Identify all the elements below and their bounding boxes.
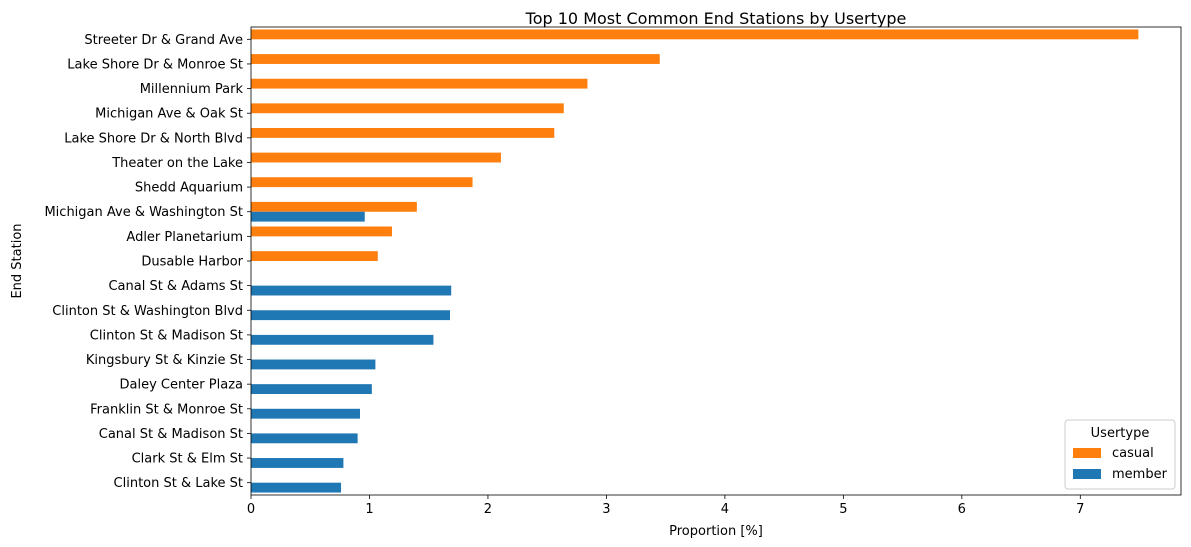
y-tick-label: Canal St & Madison St bbox=[99, 427, 243, 442]
y-axis-label: End Station bbox=[10, 223, 25, 298]
x-axis-label: Proportion [%] bbox=[669, 524, 763, 539]
x-tick-label: 2 bbox=[484, 502, 492, 517]
plot-frame bbox=[250, 26, 1182, 496]
y-tick-labels: Streeter Dr & Grand Ave Lake Shore Dr & M… bbox=[44, 33, 251, 491]
bar-casual-dusable-harbor bbox=[251, 251, 378, 261]
bar-casual-streeter-dr-grand-ave bbox=[251, 29, 1139, 40]
x-tick-label: 6 bbox=[958, 502, 966, 517]
bar-casual-shedd-aquarium bbox=[251, 177, 473, 188]
y-tick-label: Millennium Park bbox=[140, 82, 244, 97]
x-tick-label: 5 bbox=[839, 502, 847, 517]
y-tick-label: Clark St & Elm St bbox=[132, 452, 243, 467]
bar-member-michigan-ave-washington-st bbox=[251, 211, 365, 222]
bar-casual-lake-shore-dr-north-blvd bbox=[251, 127, 555, 138]
chart-title: Top 10 Most Common End Stations by Usert… bbox=[525, 9, 907, 28]
legend-swatch-casual bbox=[1073, 448, 1101, 458]
x-tick-label: 4 bbox=[721, 502, 729, 517]
y-tick-label: Dusable Harbor bbox=[141, 255, 243, 270]
bars-group bbox=[251, 29, 1139, 493]
y-tick-label: Clinton St & Lake St bbox=[114, 476, 243, 491]
y-tick-label: Streeter Dr & Grand Ave bbox=[84, 33, 243, 48]
bar-casual-adler-planetarium bbox=[251, 226, 392, 237]
legend-swatch-member bbox=[1073, 469, 1101, 479]
bar-member-canal-st-madison-st bbox=[251, 433, 358, 444]
y-tick-label: Shedd Aquarium bbox=[135, 181, 243, 196]
y-tick-label: Kingsbury St & Kinzie St bbox=[86, 353, 243, 368]
bar-member-clinton-st-lake-st bbox=[251, 482, 342, 493]
bar-member-kingsbury-st-kinzie-st bbox=[251, 359, 376, 370]
y-tick-label: Clinton St & Madison St bbox=[90, 328, 243, 343]
y-tick-label: Michigan Ave & Oak St bbox=[95, 107, 243, 122]
legend-label-member: member bbox=[1112, 467, 1168, 482]
bar-casual-lake-shore-dr-monroe-st bbox=[251, 54, 660, 64]
x-tick-label: 0 bbox=[247, 502, 255, 517]
legend-title: Usertype bbox=[1091, 426, 1150, 441]
legend-label-casual: casual bbox=[1112, 446, 1154, 461]
x-tick-label: 1 bbox=[365, 502, 373, 517]
x-tick-label: 7 bbox=[1076, 502, 1084, 517]
x-tick-label: 3 bbox=[602, 502, 610, 517]
bar-casual-theater-on-the-lake bbox=[251, 152, 501, 163]
bar-member-clinton-st-washington-blvd bbox=[251, 310, 451, 321]
bar-casual-michigan-ave-oak-st bbox=[251, 103, 564, 114]
y-tick-label: Daley Center Plaza bbox=[119, 378, 243, 393]
y-tick-label: Lake Shore Dr & Monroe St bbox=[67, 57, 243, 72]
y-tick-label: Adler Planetarium bbox=[126, 230, 243, 245]
bar-member-clark-st-elm-st bbox=[251, 458, 344, 468]
bar-casual-millennium-park bbox=[251, 78, 588, 89]
bar-member-clinton-st-madison-st bbox=[251, 334, 434, 345]
y-tick-label: Michigan Ave & Washington St bbox=[44, 205, 243, 220]
bar-member-franklin-st-monroe-st bbox=[251, 408, 360, 419]
y-tick-label: Canal St & Adams St bbox=[108, 279, 243, 294]
y-tick-label: Lake Shore Dr & North Blvd bbox=[64, 131, 243, 146]
bar-casual-michigan-ave-washington-st bbox=[251, 201, 417, 212]
bar-member-canal-st-adams-st bbox=[251, 285, 452, 296]
y-tick-label: Clinton St & Washington Blvd bbox=[52, 304, 243, 319]
legend: Usertype casual member bbox=[1064, 419, 1176, 490]
bar-member-daley-center-plaza bbox=[251, 384, 372, 395]
x-tick-labels: 0 1 2 3 4 5 6 7 bbox=[247, 495, 1084, 517]
y-tick-label: Theater on the Lake bbox=[111, 156, 243, 171]
y-tick-label: Franklin St & Monroe St bbox=[90, 402, 243, 417]
